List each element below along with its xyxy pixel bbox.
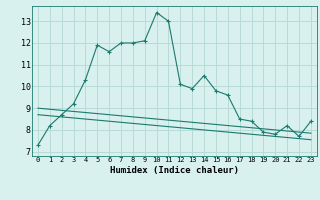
X-axis label: Humidex (Indice chaleur): Humidex (Indice chaleur) [110, 166, 239, 175]
